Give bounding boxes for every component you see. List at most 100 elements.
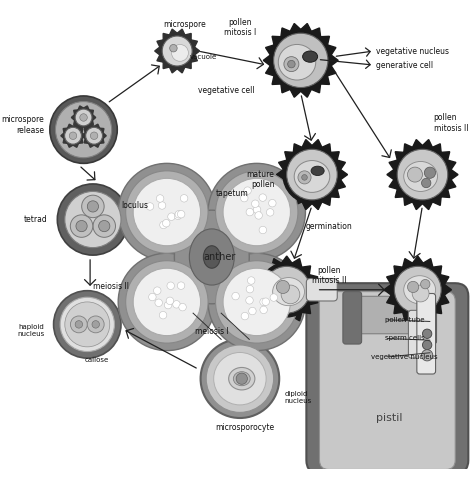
Circle shape [255, 212, 263, 219]
Circle shape [216, 171, 298, 253]
Ellipse shape [189, 229, 234, 285]
Circle shape [223, 268, 291, 335]
Circle shape [260, 298, 267, 306]
Ellipse shape [302, 51, 318, 62]
Circle shape [260, 263, 314, 317]
Circle shape [269, 199, 276, 207]
Circle shape [162, 36, 192, 66]
Circle shape [71, 316, 87, 333]
Circle shape [69, 132, 77, 139]
Circle shape [174, 212, 182, 220]
Circle shape [424, 167, 436, 178]
Circle shape [412, 285, 429, 302]
FancyBboxPatch shape [343, 292, 362, 344]
Circle shape [172, 45, 188, 61]
Text: mature
pollen: mature pollen [246, 169, 274, 189]
Circle shape [259, 226, 266, 234]
Circle shape [273, 33, 328, 88]
Ellipse shape [273, 278, 304, 306]
Circle shape [249, 307, 256, 315]
Circle shape [232, 292, 239, 300]
Circle shape [270, 30, 332, 91]
Text: meiosis I: meiosis I [195, 327, 228, 336]
Circle shape [208, 164, 305, 261]
Circle shape [87, 316, 104, 333]
Circle shape [54, 291, 121, 358]
Circle shape [118, 253, 216, 350]
Polygon shape [72, 106, 96, 129]
Circle shape [170, 45, 177, 52]
Circle shape [160, 221, 167, 229]
Ellipse shape [174, 210, 249, 304]
FancyBboxPatch shape [417, 293, 436, 374]
Circle shape [149, 293, 156, 301]
Text: microspore: microspore [163, 20, 206, 30]
Circle shape [163, 219, 170, 227]
Circle shape [260, 306, 267, 314]
Text: vegetative cell: vegetative cell [198, 86, 254, 95]
Circle shape [244, 187, 251, 195]
Circle shape [154, 287, 161, 294]
Text: generative cell: generative cell [376, 61, 433, 71]
Ellipse shape [404, 276, 436, 304]
Polygon shape [384, 256, 452, 323]
FancyBboxPatch shape [409, 310, 427, 358]
Text: microspore
release: microspore release [1, 115, 44, 135]
Text: vegetative nucleus: vegetative nucleus [371, 354, 438, 360]
Circle shape [159, 311, 167, 319]
Circle shape [284, 57, 299, 72]
Circle shape [55, 102, 112, 158]
Text: anther: anther [203, 252, 236, 262]
Ellipse shape [404, 162, 438, 192]
Polygon shape [82, 124, 106, 147]
Text: pollen tube: pollen tube [385, 317, 425, 323]
Circle shape [246, 286, 254, 293]
Circle shape [201, 339, 279, 418]
FancyBboxPatch shape [319, 292, 455, 469]
Circle shape [85, 126, 103, 145]
Text: pollen
mitosis II: pollen mitosis II [311, 266, 346, 286]
Circle shape [177, 211, 185, 218]
Circle shape [216, 261, 298, 343]
Circle shape [126, 261, 208, 343]
Circle shape [158, 202, 166, 209]
Circle shape [270, 294, 278, 302]
Text: diploid
nucleus: diploid nucleus [285, 391, 312, 404]
Text: tetrad: tetrad [24, 215, 48, 224]
Circle shape [168, 213, 175, 220]
Circle shape [75, 320, 82, 328]
Circle shape [206, 345, 273, 412]
Text: microsporocyte: microsporocyte [215, 423, 274, 432]
Circle shape [408, 167, 422, 182]
Text: sperm cells: sperm cells [385, 335, 425, 341]
Ellipse shape [228, 367, 255, 390]
Circle shape [262, 298, 270, 305]
Circle shape [64, 127, 82, 144]
Circle shape [422, 340, 432, 349]
Text: vegetative nucleus: vegetative nucleus [376, 46, 449, 56]
Circle shape [287, 149, 337, 200]
Circle shape [179, 303, 186, 311]
Circle shape [70, 215, 93, 237]
Circle shape [263, 266, 310, 313]
Circle shape [173, 301, 180, 308]
Circle shape [164, 302, 172, 309]
Text: pollen
mitosis II: pollen mitosis II [434, 113, 468, 133]
Circle shape [156, 195, 164, 202]
Circle shape [246, 208, 254, 216]
Text: germination: germination [305, 222, 352, 230]
Circle shape [240, 195, 248, 202]
Circle shape [126, 171, 208, 253]
FancyBboxPatch shape [418, 292, 437, 344]
Circle shape [65, 302, 110, 347]
Polygon shape [263, 24, 338, 97]
Circle shape [92, 320, 100, 328]
Ellipse shape [203, 246, 220, 268]
Circle shape [247, 277, 255, 284]
Circle shape [64, 126, 82, 145]
Circle shape [133, 178, 201, 246]
Circle shape [288, 60, 295, 68]
Polygon shape [155, 29, 200, 73]
Circle shape [177, 282, 185, 289]
Text: pistil: pistil [376, 413, 403, 423]
